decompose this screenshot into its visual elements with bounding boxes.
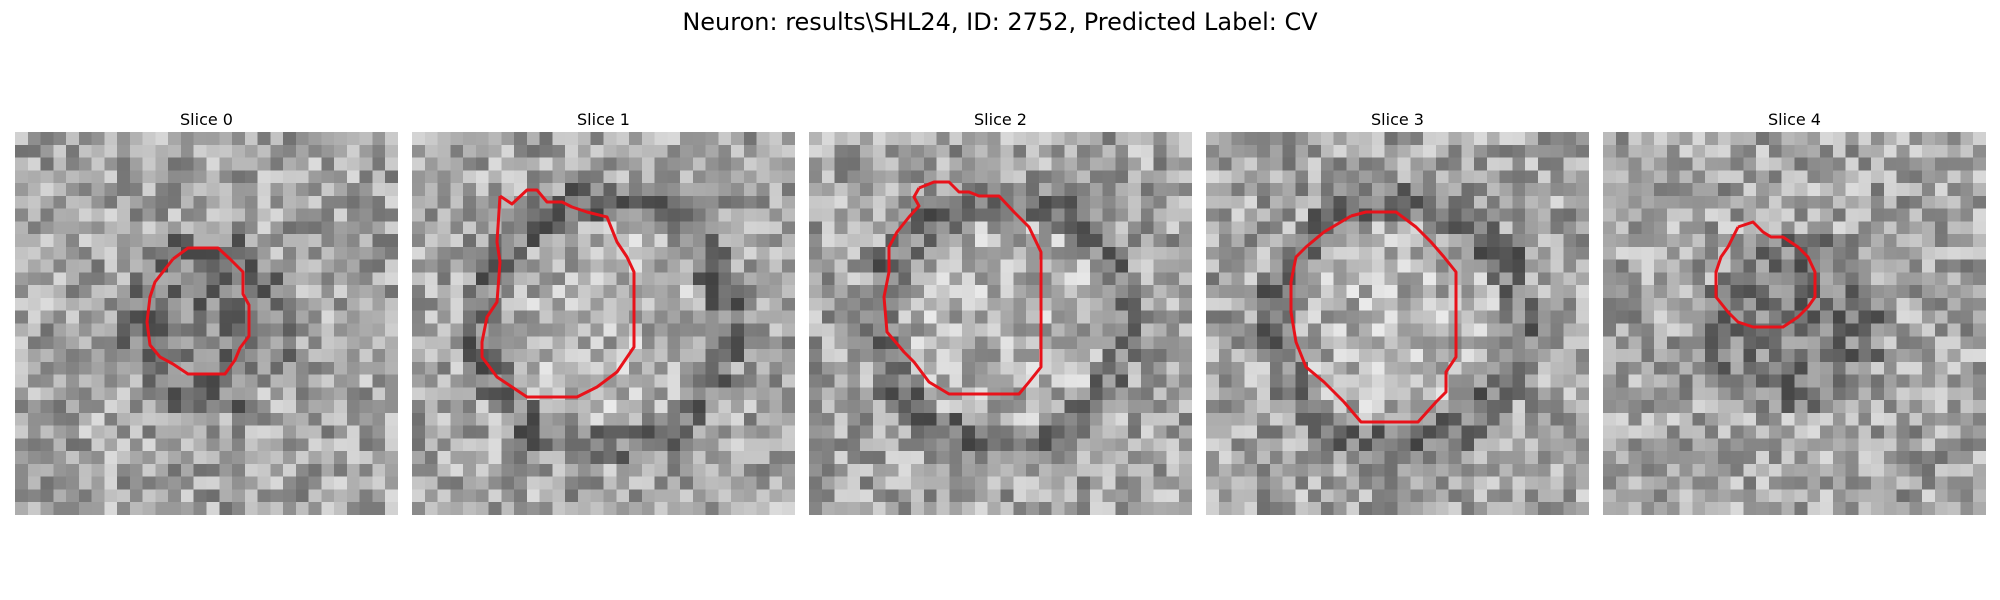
slice-image-0 <box>15 132 398 515</box>
figure-title: Neuron: results\SHL24, ID: 2752, Predict… <box>0 8 2000 36</box>
slice-image-1 <box>412 132 795 515</box>
contour-outline-0 <box>15 132 398 515</box>
slice-panel-2: Slice 2 <box>809 108 1192 515</box>
slice-image-2 <box>809 132 1192 515</box>
slice-title-2: Slice 2 <box>809 108 1192 132</box>
slice-image-4 <box>1603 132 1986 515</box>
slice-title-4: Slice 4 <box>1603 108 1986 132</box>
slice-image-3 <box>1206 132 1589 515</box>
contour-outline-2 <box>809 132 1192 515</box>
slice-title-3: Slice 3 <box>1206 108 1589 132</box>
slice-panel-0: Slice 0 <box>15 108 398 515</box>
contour-outline-3 <box>1206 132 1589 515</box>
contour-outline-1 <box>412 132 795 515</box>
slice-title-1: Slice 1 <box>412 108 795 132</box>
contour-outline-4 <box>1603 132 1986 515</box>
slice-title-0: Slice 0 <box>15 108 398 132</box>
slice-panel-3: Slice 3 <box>1206 108 1589 515</box>
slice-panel-1: Slice 1 <box>412 108 795 515</box>
slice-panel-4: Slice 4 <box>1603 108 1986 515</box>
